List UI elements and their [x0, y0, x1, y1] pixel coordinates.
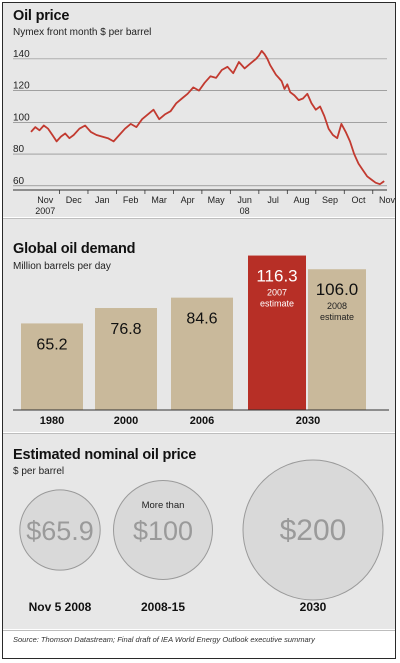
bar-value-label: 106.0 — [316, 280, 359, 299]
y-tick-label: 140 — [13, 49, 30, 60]
oil-price-series-line — [30, 50, 385, 186]
x-tick-label: Jul — [267, 195, 279, 205]
bar-note-label: 2007 — [267, 288, 287, 298]
bubble-value-label: $200 — [280, 514, 347, 547]
category-label: 2030 — [296, 415, 320, 427]
nominal-bubble-chart: $65.9 Nov 5 2008 $100 More than 2008-15 $200 2… — [19, 459, 384, 614]
bubble-category-label: Nov 5 2008 — [29, 600, 92, 614]
nominal-panel: Estimated nominal oil price $ per barrel… — [3, 434, 395, 629]
x-tick-label: Jan — [95, 195, 110, 205]
x-tick-label: May — [208, 195, 226, 205]
oil-price-panel: Oil price Nymex front month $ per barrel… — [3, 3, 395, 217]
source-note: Source: Thomson Datastream; Final draft … — [13, 635, 315, 644]
x-tick-label: Mar — [151, 195, 167, 205]
demand-panel: Global oil demand Million barrels per da… — [3, 219, 395, 432]
x-tick-label: Dec — [66, 195, 83, 205]
bubble-prefix-label: More than — [142, 500, 185, 511]
bar-note-label: 2008 — [327, 301, 347, 311]
y-tick-label: 60 — [13, 176, 25, 187]
x-tick-year-label: 2007 — [35, 206, 55, 216]
price-bubble — [242, 459, 384, 601]
bar-value-label: 65.2 — [36, 336, 67, 353]
bar-value-label: 116.3 — [256, 267, 297, 286]
demand-bar-chart: 65.276.884.6116.32007estimate106.02008es… — [13, 255, 389, 427]
bubble-category-label: 2008-15 — [141, 600, 185, 614]
x-tick-label: Aug — [294, 195, 310, 205]
infographic-frame: Oil price Nymex front month $ per barrel… — [2, 2, 396, 659]
oil-price-title: Oil price — [13, 8, 70, 24]
section-divider — [3, 433, 395, 434]
bar-note-label: estimate — [320, 312, 354, 322]
demand-title: Global oil demand — [13, 241, 136, 257]
y-tick-label: 80 — [13, 144, 25, 155]
y-tick-label: 100 — [13, 112, 30, 123]
category-label: 2006 — [190, 415, 214, 427]
bar-note-label: estimate — [260, 299, 294, 309]
x-tick-year-label: 08 — [240, 206, 250, 216]
section-divider — [3, 218, 395, 219]
price-bubble — [19, 489, 101, 571]
x-tick-label: Apr — [181, 195, 195, 205]
bubble-value-label: $100 — [133, 516, 193, 546]
oil-price-subtitle: Nymex front month $ per barrel — [13, 27, 152, 38]
x-tick-label: Sep — [322, 195, 338, 205]
nominal-title: Estimated nominal oil price — [13, 447, 197, 463]
bar-2 — [171, 297, 233, 410]
y-tick-label: 120 — [13, 81, 30, 92]
bar-0 — [21, 323, 83, 410]
bar-1 — [95, 308, 157, 410]
category-label: 1980 — [40, 415, 64, 427]
x-tick-label: Oct — [352, 195, 367, 205]
bar-value-label: 84.6 — [186, 311, 217, 328]
bubble-value-label: $65.9 — [26, 516, 94, 546]
x-tick-label: Nov — [37, 195, 54, 205]
x-tick-label: Nov — [379, 195, 395, 205]
bar-4 — [308, 269, 366, 410]
category-label: 2000 — [114, 415, 138, 427]
section-divider — [3, 630, 395, 631]
bubble-category-label: 2030 — [300, 600, 327, 614]
demand-subtitle: Million barrels per day — [13, 261, 111, 272]
x-tick-label: Feb — [123, 195, 139, 205]
x-tick-label: Jun — [237, 195, 252, 205]
bar-3 — [248, 255, 306, 410]
nominal-subtitle: $ per barrel — [13, 466, 65, 477]
bar-value-label: 76.8 — [110, 321, 141, 338]
price-bubble — [113, 480, 213, 580]
